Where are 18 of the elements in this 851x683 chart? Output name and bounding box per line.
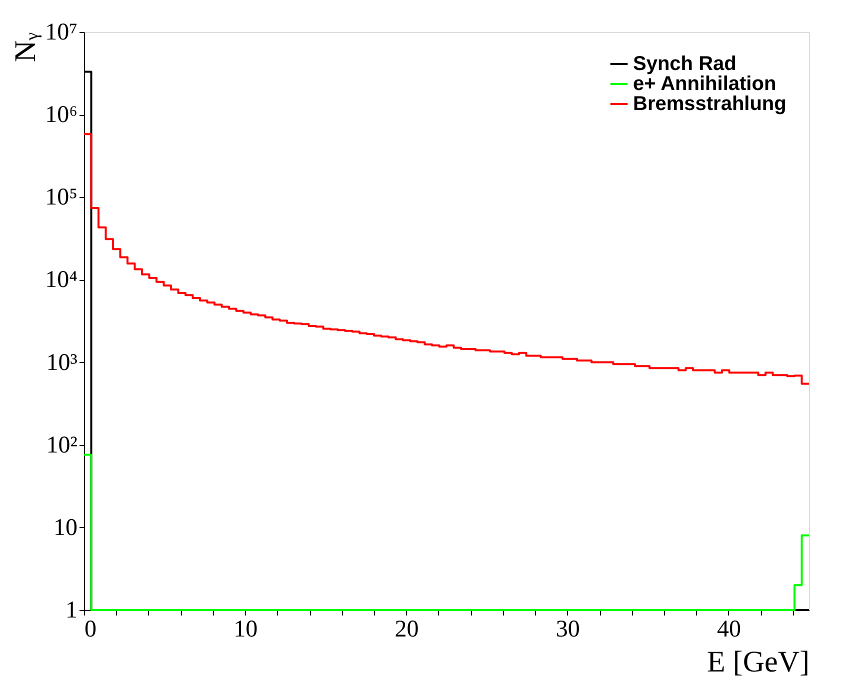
x-tick-label: 10 <box>234 616 258 642</box>
y-tick-label: 10⁴ <box>45 267 78 294</box>
y-tick-label: 10³ <box>46 350 78 376</box>
x-tick-label: 30 <box>556 616 580 642</box>
x-axis-title: E [GeV] <box>707 646 810 678</box>
legend-label: e+ Annihilation <box>633 73 776 95</box>
x-tick-label: 0 <box>84 616 96 642</box>
y-axis-title: Nᵧ <box>9 32 42 62</box>
legend-label: Bremsstrahlung <box>633 93 786 115</box>
legend-label: Synch Rad <box>633 53 736 75</box>
x-tick-label: 40 <box>716 616 741 642</box>
y-tick-label: 10 <box>54 514 78 541</box>
y-tick-label: 10² <box>46 432 78 458</box>
y-tick-label: 10⁷ <box>45 20 78 46</box>
y-tick-label: 10⁵ <box>45 184 78 211</box>
x-tick-label: 20 <box>394 616 419 642</box>
y-tick-label: 1 <box>66 598 78 624</box>
y-tick-label: 10⁶ <box>45 102 78 128</box>
